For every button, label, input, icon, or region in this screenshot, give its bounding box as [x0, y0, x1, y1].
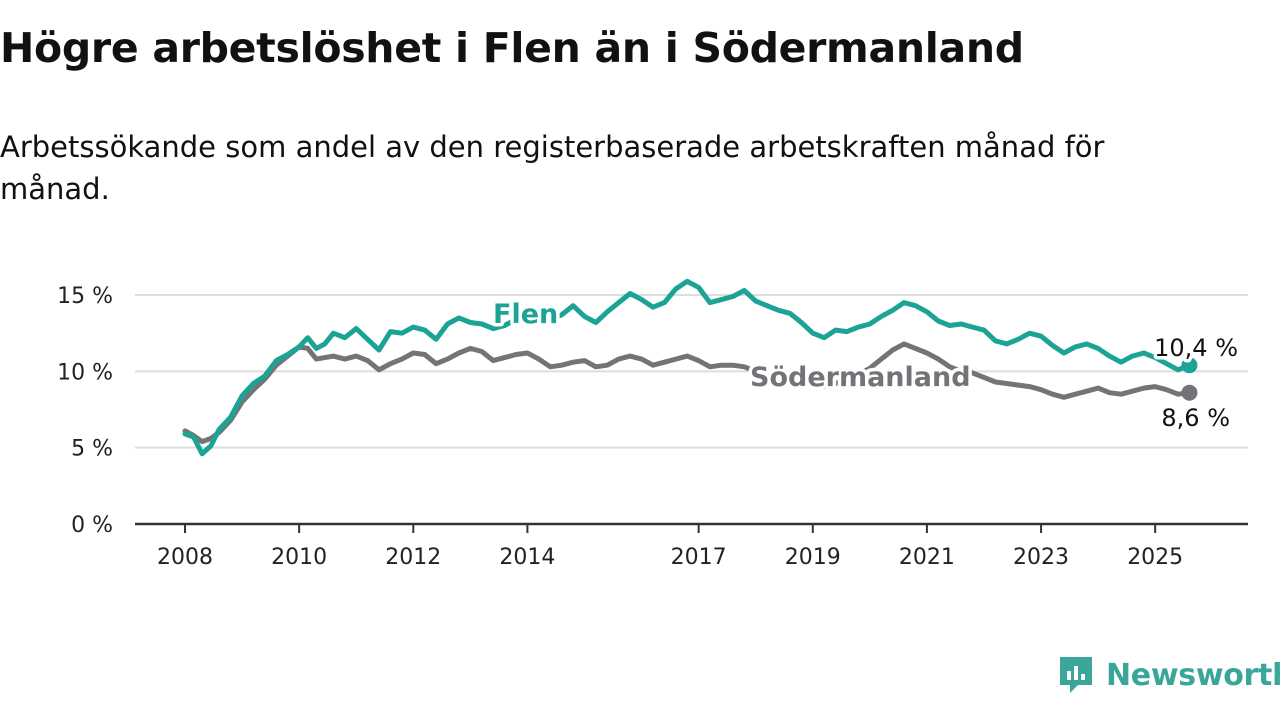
end-value-label-sodermanland: 8,6 % [1161, 404, 1230, 432]
x-tick-label: 2017 [671, 545, 727, 570]
x-tick-label: 2008 [157, 545, 213, 570]
newsworthy-logo-icon [1060, 657, 1092, 693]
chart-title: Högre arbetslöshet i Flen än i Södermanl… [0, 24, 1024, 72]
axes: 0 % 5 % 10 % 15 % 2008 2010 2012 2014 2017 2019 20… [57, 284, 1248, 570]
grid-lines [135, 294, 1248, 449]
x-tick-label: 2012 [385, 545, 441, 570]
x-tick-label: 2010 [271, 545, 327, 570]
series-line-flen [182, 278, 1192, 457]
x-tick-label: 2025 [1127, 545, 1183, 570]
endpoint-sodermanland [1181, 384, 1198, 401]
x-tick-label: 2023 [1013, 545, 1069, 570]
brand: Newsworthy [1058, 654, 1280, 696]
y-tick-label: 0 % [71, 513, 113, 538]
chart-subtitle: Arbetssökande som andel av den registerb… [0, 130, 1105, 206]
series-label-flen: Flen [493, 299, 558, 330]
endpoint-flen [1181, 357, 1198, 374]
y-tick-label: 15 % [57, 284, 113, 309]
brand-name: Newsworthy [1106, 657, 1280, 693]
end-value-label-flen: 10,4 % [1154, 334, 1238, 362]
x-tick-label: 2014 [499, 545, 555, 570]
series-lines [182, 278, 1198, 457]
series-line-sodermanland [182, 341, 1192, 445]
y-tick-label: 10 % [57, 360, 113, 385]
series-label-sodermanland: Södermanland [750, 362, 971, 393]
x-tick-label: 2021 [899, 545, 955, 570]
series-labels: Flen Södermanland 10,4 % 8,6 % [490, 296, 1242, 436]
line-chart: 0 % 5 % 10 % 15 % 2008 2010 2012 2014 2017 2019 20… [57, 278, 1248, 570]
y-tick-label: 5 % [71, 437, 113, 462]
x-tick-label: 2019 [785, 545, 841, 570]
